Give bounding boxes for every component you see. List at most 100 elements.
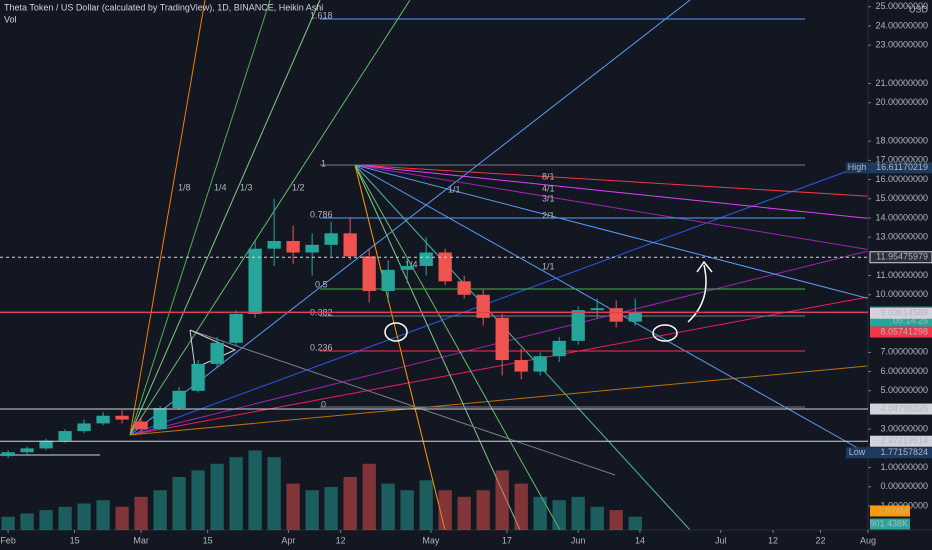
candle-body	[286, 240, 300, 253]
volume-bar	[533, 496, 547, 530]
candle-body	[609, 308, 623, 322]
drawing-label: 1.618	[310, 10, 333, 20]
y-tick-label: 16.00000000	[875, 174, 928, 184]
price-timer: 05:14:25	[893, 315, 928, 325]
y-tick-label: 17.00000000	[875, 155, 928, 165]
volume-bar	[210, 463, 224, 530]
volume-bar	[115, 506, 129, 530]
price-tag-name: High	[848, 162, 867, 172]
drawing-label: 0.236	[310, 342, 333, 352]
candle-body	[229, 313, 243, 343]
x-tick-label: 15	[203, 535, 213, 545]
candle-body	[172, 390, 186, 409]
drawing-label: 0.786	[310, 209, 333, 219]
x-tick-label: 14	[635, 535, 645, 545]
candle-body	[419, 252, 433, 266]
candle-body	[134, 421, 148, 430]
price-tag-label: 16.61170219	[876, 162, 928, 172]
x-tick-label: Jun	[571, 535, 586, 545]
y-tick-label: 13.00000000	[875, 232, 928, 242]
y-tick-label: 7.00000000	[880, 347, 928, 357]
candle-body	[628, 312, 642, 322]
price-tag	[869, 251, 932, 264]
y-tick-label: 15.00000000	[875, 193, 928, 203]
y-tick-label: 10.00000000	[875, 289, 928, 299]
volume-bar	[286, 483, 300, 530]
x-tick-label: May	[422, 535, 440, 545]
volume-bar	[609, 510, 623, 530]
y-tick-label: 20.00000000	[875, 97, 928, 107]
price-tag	[870, 447, 932, 459]
price-tag	[870, 307, 932, 319]
currency: USD	[909, 4, 929, 14]
candle-body	[153, 408, 167, 430]
y-tick-label: 6.00000000	[880, 366, 928, 376]
candle-body	[381, 269, 395, 291]
volume-bar	[134, 496, 148, 530]
price-tag	[870, 403, 932, 415]
price-axis	[868, 0, 932, 550]
volume-bar	[267, 457, 281, 530]
price-tag-label: 4.04795225	[880, 403, 928, 413]
candle-body	[438, 252, 452, 282]
volume-bar	[476, 490, 490, 530]
candle-body	[590, 308, 604, 311]
volume-bar	[590, 506, 604, 530]
volume-bar	[191, 470, 205, 530]
x-tick-label: Apr	[281, 535, 295, 545]
candle-body	[400, 265, 414, 270]
volume-bar	[324, 486, 338, 530]
candle-body	[77, 423, 91, 432]
y-tick-label: -1.00000000	[877, 500, 928, 510]
candle-body	[533, 356, 547, 372]
drawing-label: 1/4	[405, 259, 418, 269]
candle-body	[343, 233, 357, 257]
candle-body	[248, 248, 262, 314]
drawing-label: 3/1	[542, 193, 555, 203]
volume-bar	[438, 490, 452, 530]
volume-bar	[628, 516, 642, 530]
drawing-label: 1	[321, 158, 326, 168]
candle-body	[39, 440, 53, 449]
y-tick-label: 18.00000000	[875, 136, 928, 146]
candle-body	[96, 415, 110, 424]
price-tag-label: 9.03614589	[880, 308, 928, 318]
volume-bar	[400, 490, 414, 530]
volume-tag	[870, 505, 910, 517]
volume-tag-label: 901.438K	[869, 518, 908, 528]
volume-bar	[362, 463, 376, 530]
y-tick-label: 24.00000000	[875, 20, 928, 30]
price-tag-name-bg	[846, 447, 868, 459]
candle-body	[324, 233, 338, 245]
drawing-label: 4/1	[542, 183, 555, 193]
volume-tag	[870, 518, 910, 530]
candle-body	[457, 281, 471, 295]
candle-body	[58, 431, 72, 441]
drawing-label: 0	[321, 399, 326, 409]
y-tick-label: 1.00000000	[880, 462, 928, 472]
indicator-label: Vol	[4, 14, 17, 24]
volume-bar	[39, 510, 53, 530]
volume-bar	[381, 483, 395, 530]
candle-body	[571, 310, 585, 341]
price-tag-name: Low	[849, 447, 866, 457]
volume-bar	[77, 503, 91, 530]
price-tag-label: 8.05741298	[880, 326, 928, 336]
chart-title: Theta Token / US Dollar (calculated by T…	[4, 2, 323, 12]
volume-bar	[58, 506, 72, 530]
drawing-label: 0.5	[315, 279, 328, 289]
volume-bar	[514, 483, 528, 530]
drawing-label: 2/1	[542, 210, 555, 220]
y-tick-label: 25.00000000	[875, 1, 928, 11]
candle-body	[1, 452, 15, 457]
x-tick-label: Feb	[0, 535, 16, 545]
price-tag	[870, 162, 932, 174]
price-tag	[870, 326, 932, 338]
x-tick-label: 22	[815, 535, 825, 545]
volume-bar	[305, 490, 319, 530]
y-tick-label: 23.00000000	[875, 40, 928, 50]
drawing-label: 1/4	[214, 182, 227, 192]
x-tick-label: 12	[768, 535, 778, 545]
